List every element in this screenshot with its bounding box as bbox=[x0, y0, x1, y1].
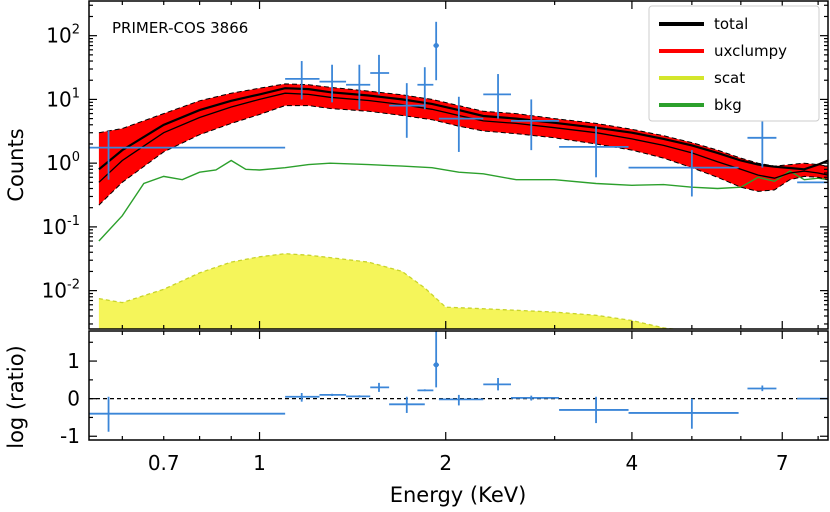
y-tick-label-top: 10-1 bbox=[42, 214, 80, 239]
ratio-point-12 bbox=[628, 398, 739, 429]
top-point-10 bbox=[510, 99, 560, 151]
ratio-point-6 bbox=[417, 389, 434, 392]
uxclumpy-confidence-band bbox=[98, 83, 828, 206]
uxclumpy-band bbox=[98, 83, 828, 206]
top-point-11 bbox=[559, 126, 629, 178]
legend-label-bkg: bkg bbox=[714, 96, 742, 114]
ratio-point-2 bbox=[319, 393, 347, 397]
top-point-marker bbox=[433, 43, 439, 49]
ratio-data-points bbox=[89, 331, 828, 432]
y-tick-label-top: 102 bbox=[46, 23, 80, 48]
ratio-point-marker bbox=[433, 362, 439, 368]
scat-series bbox=[98, 253, 692, 329]
legend-label-scat: scat bbox=[714, 69, 745, 87]
ratio-point-7 bbox=[433, 331, 439, 388]
legend: total uxclumpy scat bkg bbox=[648, 5, 820, 122]
ratio-point-13 bbox=[747, 385, 777, 392]
x-axis-title: Energy (KeV) bbox=[390, 483, 527, 507]
y-tick-label-bottom: 0 bbox=[67, 387, 80, 411]
x-tick-label: 7 bbox=[776, 451, 789, 475]
bkg-line bbox=[98, 159, 828, 242]
top-point-5 bbox=[389, 83, 425, 138]
top-point-6 bbox=[417, 67, 434, 110]
y-tick-label-top: 10-2 bbox=[42, 278, 80, 303]
top-point-7 bbox=[433, 21, 439, 81]
x-tick-label: 1 bbox=[253, 451, 266, 475]
ratio-point-11 bbox=[559, 396, 629, 424]
top-point-1 bbox=[285, 61, 320, 100]
y-tick-label-bottom: 1 bbox=[67, 349, 80, 373]
ratio-point-8 bbox=[438, 394, 484, 406]
y-axis-title-bottom: log (ratio) bbox=[4, 345, 28, 449]
legend-label-uxclumpy: uxclumpy bbox=[714, 42, 787, 60]
y-axis-title-top: Counts bbox=[4, 128, 28, 201]
top-point-3 bbox=[346, 64, 371, 110]
top-panel-frame bbox=[88, 0, 829, 330]
x-tick-label: 0.7 bbox=[148, 451, 180, 475]
legend-box bbox=[648, 5, 820, 122]
y-tick-label-bottom: -1 bbox=[60, 424, 80, 448]
scat-area bbox=[98, 253, 692, 329]
top-point-8 bbox=[438, 96, 484, 152]
top-point-0 bbox=[89, 130, 286, 180]
ratio-point-4 bbox=[370, 382, 390, 392]
x-tick-label: 2 bbox=[439, 451, 452, 475]
total-line bbox=[98, 87, 828, 171]
ratio-point-3 bbox=[346, 395, 371, 398]
y-tick-label-top: 101 bbox=[46, 86, 80, 111]
model-lines bbox=[98, 83, 828, 242]
ratio-point-9 bbox=[483, 377, 511, 391]
ratio-point-1 bbox=[285, 393, 320, 402]
ratio-point-10 bbox=[510, 395, 560, 401]
uxclumpy-line bbox=[98, 92, 828, 183]
y-tick-label-top: 100 bbox=[46, 150, 80, 175]
x-tick-label: 4 bbox=[626, 451, 639, 475]
top-data-points bbox=[89, 21, 828, 197]
uxclumpy-band-lower-edge bbox=[98, 105, 828, 206]
scat-line bbox=[98, 253, 679, 329]
top-point-12 bbox=[628, 150, 739, 197]
top-point-2 bbox=[319, 64, 347, 103]
top-point-4 bbox=[370, 54, 390, 95]
axis-ticks bbox=[89, 1, 828, 440]
bottom-panel-frame bbox=[88, 330, 829, 441]
chart-annotation: PRIMER-COS 3866 bbox=[112, 19, 248, 37]
ratio-point-0 bbox=[89, 396, 286, 432]
top-point-9 bbox=[483, 74, 511, 119]
legend-label-total: total bbox=[714, 15, 748, 33]
ratio-point-5 bbox=[389, 396, 425, 413]
top-point-13 bbox=[747, 115, 777, 168]
